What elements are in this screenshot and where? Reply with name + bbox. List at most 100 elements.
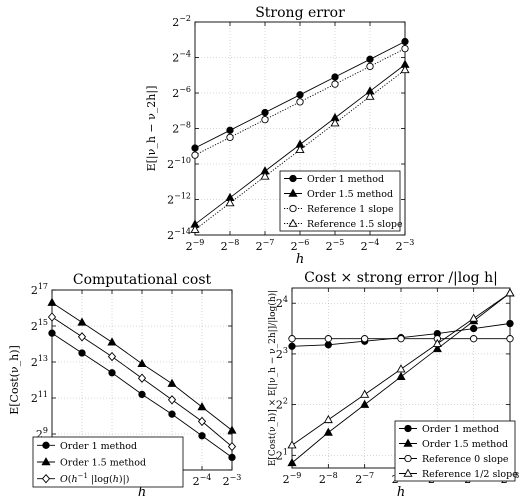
data-point	[324, 341, 332, 349]
y-tick-label: 2−6	[172, 85, 191, 100]
legend: Order 1 method Order 1.5 method Reference …	[394, 420, 518, 482]
legend-box	[279, 170, 401, 232]
data-point	[77, 317, 87, 326]
x-tick-label: 2−4	[361, 238, 380, 253]
legend-item: Order 1.5 method	[284, 188, 393, 200]
data-point	[197, 402, 207, 411]
y-tick-label: 2−2	[172, 14, 191, 29]
legend-label: Reference 1 slope	[307, 204, 394, 215]
data-point	[288, 342, 296, 350]
data-point	[469, 313, 479, 322]
data-point	[261, 108, 269, 117]
data-point	[225, 198, 235, 207]
data-point	[167, 395, 177, 405]
data-point	[401, 44, 409, 53]
data-point	[47, 297, 57, 306]
x-tick-label: 2−4	[193, 473, 212, 488]
data-point	[401, 37, 409, 46]
legend-marker	[404, 454, 412, 463]
data-point	[261, 115, 269, 124]
x-tick-label: 2−8	[221, 238, 240, 253]
y-tick-label: 29	[36, 426, 48, 441]
data-point	[470, 324, 478, 333]
data-point	[432, 338, 442, 348]
data-point	[167, 378, 177, 387]
data-point	[323, 427, 333, 436]
data-point	[324, 335, 332, 343]
x-tick-label: 2−3	[396, 238, 415, 253]
data-point	[137, 373, 147, 383]
data-point	[107, 337, 117, 346]
data-point	[397, 335, 405, 343]
x-axis-label: h	[138, 485, 146, 500]
legend-item: Reference 0 slope	[399, 454, 509, 465]
data-point	[288, 335, 296, 343]
data-point	[295, 144, 305, 154]
legend-marker	[403, 468, 413, 477]
legend-label: Reference 1/2 slope	[422, 469, 518, 480]
y-tick-label: 22	[276, 397, 288, 412]
legend-item: Order 1 method	[37, 441, 137, 452]
y-tick-label: 2−8	[172, 121, 191, 136]
data-point	[227, 425, 237, 434]
data-point	[396, 371, 406, 380]
y-tick-label: 2−10	[167, 156, 191, 171]
data-point	[296, 98, 304, 106]
data-point	[366, 62, 374, 71]
data-point	[287, 458, 297, 467]
legend-item: Order 1 method	[284, 174, 384, 185]
y-axis-label: E[|ν_h − ν_2h|]	[145, 86, 159, 172]
data-point	[191, 144, 199, 152]
legend-label: Order 1.5 method	[60, 458, 146, 469]
data-point	[365, 91, 375, 100]
data-point	[47, 312, 57, 322]
data-point	[506, 319, 514, 328]
data-point	[400, 65, 410, 74]
data-point	[198, 432, 206, 440]
y-tick-label: 2−4	[172, 50, 191, 65]
x-tick-label: 2−8	[319, 471, 338, 486]
y-tick-label: 217	[31, 282, 48, 297]
legend-label: Reference 0 slope	[422, 454, 509, 465]
legend-marker	[41, 457, 51, 466]
legend: Order 1 method Order 1.5 method O(h−1 |log…	[32, 436, 184, 488]
data-point	[505, 288, 515, 297]
legend-marker	[404, 424, 412, 433]
legend-marker	[288, 218, 298, 227]
chart-title: Cost × strong error /|log h|	[304, 270, 498, 286]
data-point	[366, 55, 374, 63]
data-point	[228, 453, 236, 462]
data-point	[168, 410, 176, 418]
chart-title: Strong error	[255, 5, 345, 21]
cost-times-error-chart: Cost × strong error /|log h|2−92−82−72−6…	[267, 270, 519, 500]
data-point	[331, 73, 339, 81]
x-axis-label: h	[397, 485, 405, 500]
data-point	[191, 151, 199, 159]
x-tick-label: 2−7	[355, 471, 374, 486]
data-point	[226, 133, 234, 142]
data-point	[287, 440, 297, 449]
legend-item: Order 1.5 method	[399, 438, 508, 450]
data-point	[470, 335, 478, 343]
x-tick-label: 2−9	[186, 238, 205, 253]
legend-item: O(h−1 |log(h)|)	[37, 472, 130, 485]
data-point	[48, 329, 56, 337]
x-tick-label: 2−9	[283, 471, 302, 486]
chart-title: Computational cost	[73, 272, 212, 288]
data-point	[331, 80, 339, 88]
legend-label: Order 1 method	[60, 441, 137, 452]
y-tick-label: 24	[276, 295, 288, 310]
legend-label: O(h−1 |log(h)|)	[60, 472, 130, 485]
legend-marker	[289, 174, 297, 183]
x-tick-label: 2−6	[291, 238, 310, 253]
legend-item: Order 1 method	[399, 424, 499, 435]
legend-box	[394, 420, 516, 482]
data-point	[190, 224, 200, 233]
data-point	[361, 335, 369, 343]
x-tick-label: 2−7	[256, 238, 275, 253]
data-point	[138, 390, 146, 399]
data-point	[432, 343, 442, 353]
y-tick-label: 23	[276, 346, 288, 361]
x-tick-label: 2−3	[223, 473, 242, 488]
